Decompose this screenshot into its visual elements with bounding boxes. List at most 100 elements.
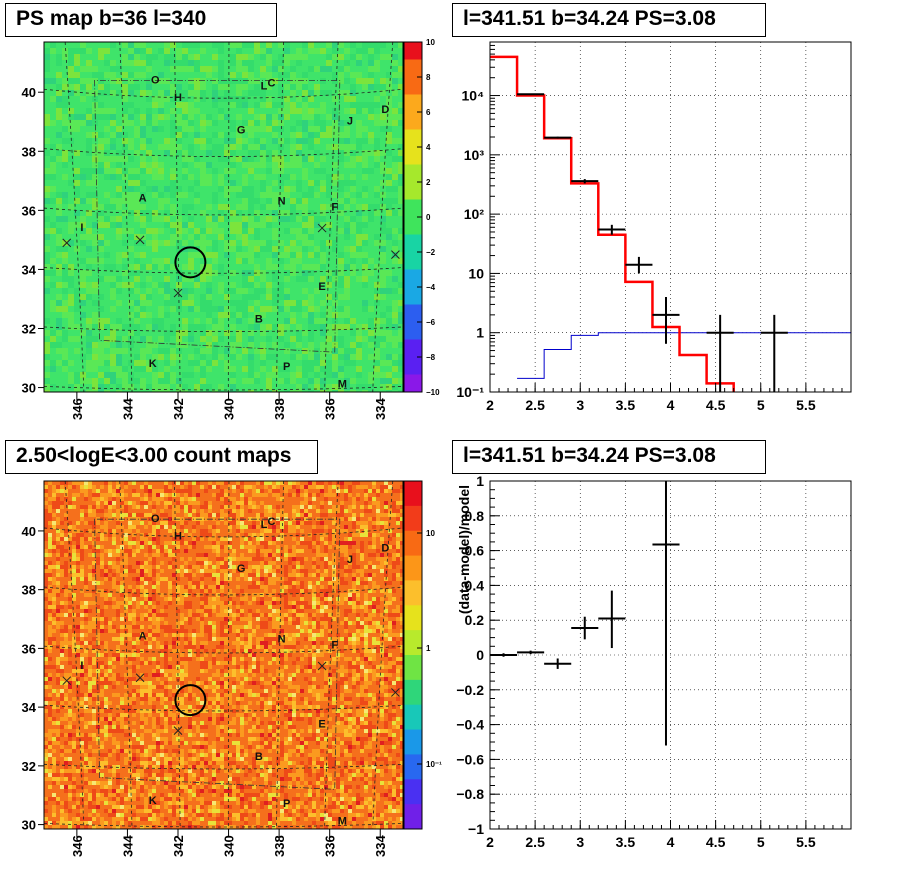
- source-label: B: [255, 314, 263, 326]
- y-tick-label: 10⁻¹: [456, 384, 484, 400]
- y-tick-label: −1: [468, 821, 484, 837]
- source-label: D: [381, 542, 389, 554]
- colorbar-cell: [404, 754, 422, 780]
- graticule-lon-line: [227, 480, 230, 830]
- colorbar-cell: [404, 59, 422, 78]
- source-label: O: [151, 513, 160, 525]
- y-tick-label: 30: [22, 818, 36, 833]
- x-tick-label: 5: [757, 397, 765, 413]
- y-tick-label: 0.2: [465, 612, 485, 628]
- colorbar-label: 8: [426, 73, 431, 82]
- cross-marker: [135, 235, 145, 245]
- source-label: N: [278, 195, 286, 207]
- colorbar-label: −6: [426, 318, 436, 327]
- colorbar-cell: [404, 630, 422, 656]
- x-tick-label: 5.5: [796, 397, 816, 413]
- graticule-lon-line: [173, 41, 181, 393]
- y-tick-label: 32: [22, 759, 36, 774]
- y-tick-label: 38: [22, 583, 36, 598]
- source-label: E: [318, 281, 325, 293]
- colorbar-frame: [403, 480, 423, 830]
- model-total-line: [490, 55, 735, 392]
- cross-marker: [173, 288, 183, 298]
- source-label: G: [237, 563, 246, 575]
- y-tick-label: 38: [22, 144, 36, 159]
- colorbar-label: 4: [426, 143, 431, 152]
- x-tick-label: 3: [576, 834, 584, 850]
- graticule-lon-line: [64, 480, 85, 830]
- x-tick-label: 3: [576, 397, 584, 413]
- cross-marker: [391, 250, 400, 260]
- colorbar-cell: [404, 704, 422, 731]
- source-label: G: [237, 125, 246, 137]
- source-label: M: [338, 379, 347, 391]
- colorbar-label: 10: [426, 38, 435, 47]
- x-tick-label: 4: [667, 834, 675, 850]
- graticule-lat-line: [43, 645, 404, 654]
- source-label: H: [174, 92, 182, 104]
- cross-marker: [62, 238, 72, 248]
- colorbar-cell: [404, 530, 422, 557]
- x-tick-label: 2: [486, 397, 494, 413]
- y-tick-label: 32: [22, 321, 36, 336]
- colorbar-cell: [404, 199, 422, 218]
- graticule-lon-line: [119, 480, 133, 830]
- colorbar-cell: [404, 234, 422, 253]
- source-label: J: [347, 116, 353, 128]
- source-circle: [174, 684, 207, 717]
- colorbar-cell: [404, 605, 422, 631]
- y-tick-label: −0.6: [456, 751, 484, 767]
- x-tick-label: 344: [120, 835, 135, 857]
- x-tick-label: 4.5: [706, 397, 726, 413]
- x-tick-label: 4: [667, 397, 675, 413]
- y-tick-label: 30: [22, 381, 36, 396]
- colorbar-cell: [404, 77, 422, 95]
- cross-marker: [62, 676, 72, 686]
- source-label: J: [347, 554, 353, 566]
- y-tick-label: 0.6: [465, 543, 485, 559]
- source-label: E: [318, 719, 325, 731]
- source-label: A: [139, 631, 147, 643]
- x-tick-label: 346: [70, 398, 85, 420]
- y-tick-label: 0.4: [465, 577, 485, 593]
- colorbar-cell: [404, 580, 422, 606]
- cross-marker: [317, 223, 327, 233]
- y-tick-label: 34: [22, 262, 37, 277]
- x-tick-label: 342: [171, 398, 186, 420]
- map-texture: [44, 42, 403, 392]
- graticule-lon-line: [372, 41, 394, 393]
- source-label: K: [149, 358, 157, 370]
- x-tick-label: 3.5: [616, 397, 636, 413]
- x-tick-label: 3.5: [616, 834, 636, 850]
- graticule-lon-line: [119, 41, 133, 393]
- y-tick-label: 34: [22, 700, 37, 715]
- colorbar-cell: [404, 655, 422, 681]
- graticule-lon-line: [276, 480, 284, 830]
- y-tick-label: −0.2: [456, 682, 484, 698]
- colorbar-cell: [404, 129, 422, 148]
- graticule-lon-line: [372, 480, 394, 830]
- source-label: D: [381, 104, 389, 116]
- cross-marker: [317, 661, 327, 671]
- y-tick-label: −0.4: [456, 717, 484, 733]
- colorbar-cell: [404, 505, 422, 532]
- x-tick-label: 346: [70, 835, 85, 857]
- source-label: I: [80, 222, 83, 234]
- colorbar-cell: [404, 217, 422, 235]
- colorbar-label: −2: [426, 248, 436, 257]
- colorbar-cell: [404, 252, 422, 270]
- source-label: M: [338, 816, 347, 828]
- x-tick-label: 5.5: [796, 834, 816, 850]
- source-label: F: [331, 639, 338, 651]
- graticule-lat-line: [43, 586, 404, 596]
- graticule-lon-line: [324, 41, 339, 393]
- y-tick-label: 40: [22, 85, 36, 100]
- x-tick-label: 340: [222, 835, 237, 857]
- colorbar-cell: [404, 322, 422, 340]
- map-frame: [43, 41, 404, 393]
- colorbar-label: 2: [426, 178, 431, 187]
- ps-colorbar: 10 8 6 4 2 0 −2 −4 −6 −8 −10: [403, 38, 440, 397]
- colorbar-cell: [404, 112, 422, 130]
- colorbar-label: 10: [426, 529, 435, 538]
- graticule-lon-line: [276, 41, 284, 393]
